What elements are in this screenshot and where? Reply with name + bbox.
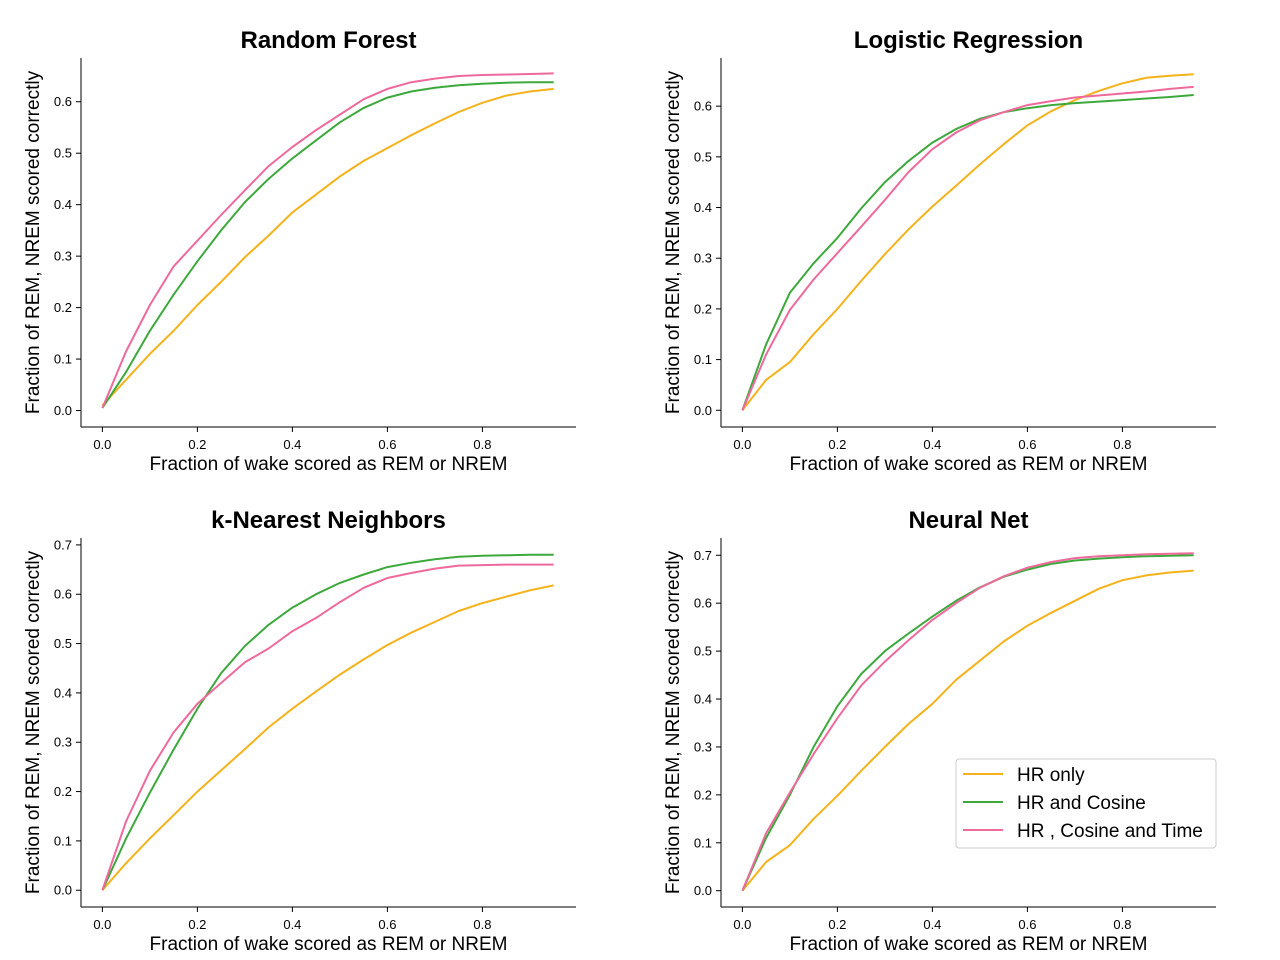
y-tick-label: 0.0: [694, 403, 712, 418]
y-tick-label: 0.6: [694, 596, 712, 611]
x-tick-label: 0.0: [733, 917, 751, 932]
y-axis-label: Fraction of REM, NREM scored correctly: [663, 70, 684, 414]
legend: HR only HR and Cosine HR , Cosine and Ti…: [955, 758, 1217, 849]
series-line-hr-and-cosine: [741, 94, 1194, 411]
legend-label: HR only: [1017, 765, 1085, 786]
series-line-hr-and-cosine: [101, 553, 554, 891]
chart-panel-neural-net: Neural Net Fraction of REM, NREM scored …: [663, 507, 1217, 955]
y-axis-label: Fraction of REM, NREM scored correctly: [23, 550, 44, 894]
y-tick-label: 0.1: [694, 352, 712, 367]
series-line-hr-cosine-and-time: [741, 85, 1194, 411]
y-tick-label: 0.7: [694, 548, 712, 563]
y-tick-label: 0.0: [694, 883, 712, 898]
y-tick-label: 0.2: [54, 300, 72, 315]
y-tick-label: 0.6: [54, 587, 72, 602]
y-tick-label: 0.3: [54, 735, 72, 750]
x-tick-label: 0.6: [1018, 437, 1036, 452]
series-line-hr-cosine-and-time: [101, 563, 554, 891]
x-axis-label: Fraction of wake scored as REM or NREM: [150, 454, 508, 475]
y-tick-label: 0.5: [54, 636, 72, 651]
y-tick-label: 0.5: [694, 644, 712, 659]
y-tick-label: 0.6: [54, 94, 72, 109]
x-tick-label: 0.2: [188, 437, 206, 452]
legend-frame: [955, 758, 1217, 849]
chart-title: Logistic Regression: [854, 27, 1083, 54]
y-tick-label: 0.4: [54, 685, 72, 700]
y-tick-label: 0.1: [54, 833, 72, 848]
chart-panel-random-forest: Random Forest Fraction of REM, NREM scor…: [23, 27, 576, 475]
y-tick-label: 0.7: [54, 537, 72, 552]
y-tick-label: 0.1: [54, 352, 72, 367]
y-tick-label: 0.5: [54, 146, 72, 161]
x-tick-label: 0.8: [473, 437, 491, 452]
x-tick-label: 0.4: [923, 437, 941, 452]
x-tick-label: 0.0: [93, 917, 111, 932]
y-tick-label: 0.6: [694, 99, 712, 114]
x-tick-label: 0.0: [733, 437, 751, 452]
y-tick-label: 0.3: [54, 249, 72, 264]
series-line-hr-only: [741, 569, 1194, 892]
x-axis-label: Fraction of wake scored as REM or NREM: [790, 934, 1148, 955]
y-tick-label: 0.2: [694, 301, 712, 316]
y-tick-label: 0.5: [694, 149, 712, 164]
x-axis-label: Fraction of wake scored as REM or NREM: [150, 934, 508, 955]
x-tick-label: 0.8: [473, 917, 491, 932]
legend-entry: HR only: [963, 765, 1085, 786]
series-line-hr-and-cosine: [741, 554, 1194, 892]
legend-entry: HR , Cosine and Time: [963, 821, 1203, 842]
y-tick-label: 0.3: [694, 251, 712, 266]
series-line-hr-cosine-and-time: [741, 552, 1194, 892]
x-tick-label: 0.4: [923, 917, 941, 932]
y-tick-label: 0.0: [54, 883, 72, 898]
legend-entry: HR and Cosine: [963, 793, 1146, 814]
y-axis-label: Fraction of REM, NREM scored correctly: [663, 550, 684, 894]
y-tick-label: 0.2: [694, 787, 712, 802]
x-tick-label: 0.8: [1113, 437, 1131, 452]
x-tick-label: 0.4: [283, 437, 301, 452]
x-tick-label: 0.6: [378, 437, 396, 452]
x-tick-label: 0.6: [378, 917, 396, 932]
y-tick-label: 0.3: [694, 739, 712, 754]
x-tick-label: 0.4: [283, 917, 301, 932]
chart-panel-logistic-regression: Logistic Regression Fraction of REM, NRE…: [663, 27, 1216, 475]
y-tick-label: 0.2: [54, 784, 72, 799]
chart-panel-k-nearest-neighbors: k-Nearest Neighbors Fraction of REM, NRE…: [23, 507, 576, 955]
legend-label: HR and Cosine: [1017, 793, 1146, 814]
y-tick-label: 0.0: [54, 403, 72, 418]
x-tick-label: 0.2: [828, 437, 846, 452]
chart-title: k-Nearest Neighbors: [211, 507, 446, 534]
chart-title: Random Forest: [240, 27, 416, 54]
y-tick-label: 0.4: [54, 197, 72, 212]
series-line-hr-only: [101, 87, 554, 407]
series-line-hr-only: [101, 584, 554, 891]
y-tick-label: 0.4: [694, 200, 712, 215]
chart-title: Neural Net: [908, 507, 1028, 534]
x-tick-label: 0.6: [1018, 917, 1036, 932]
x-tick-label: 0.2: [188, 917, 206, 932]
x-axis-label: Fraction of wake scored as REM or NREM: [790, 454, 1148, 475]
x-tick-label: 0.0: [93, 437, 111, 452]
y-tick-label: 0.4: [694, 692, 712, 707]
y-axis-label: Fraction of REM, NREM scored correctly: [23, 70, 44, 414]
x-tick-label: 0.2: [828, 917, 846, 932]
y-tick-label: 0.1: [694, 835, 712, 850]
legend-label: HR , Cosine and Time: [1017, 821, 1203, 842]
series-line-hr-cosine-and-time: [101, 72, 554, 409]
series-line-hr-only: [741, 73, 1194, 411]
x-tick-label: 0.8: [1113, 917, 1131, 932]
series-line-hr-and-cosine: [101, 81, 554, 409]
